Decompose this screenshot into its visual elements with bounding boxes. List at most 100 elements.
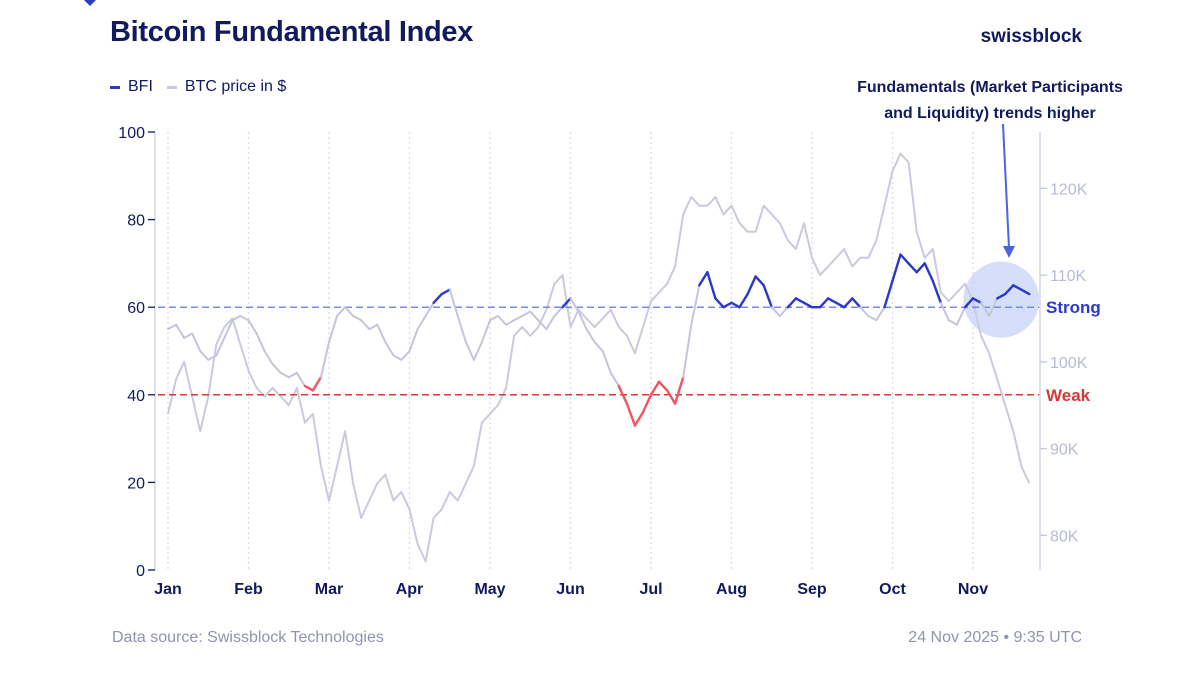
bfi-segment — [577, 310, 588, 331]
y-left-tick-label-60: 60 — [127, 300, 145, 317]
bfi-segment — [649, 380, 661, 396]
y-right-tick-label-2: 100K — [1050, 355, 1088, 372]
x-tick-label-oct: Oct — [879, 581, 906, 598]
bfi-segment — [955, 306, 966, 326]
chart-legend: BFI BTC price in $ — [110, 78, 286, 96]
btc-series-layer — [167, 152, 1031, 563]
bfi-segment — [996, 292, 1007, 300]
bfi-segment — [448, 288, 459, 317]
bfi-segment — [794, 297, 806, 304]
x-tick-label-jan: Jan — [154, 581, 182, 598]
bfi-segment — [971, 297, 983, 304]
bfi-series-layer — [167, 253, 1031, 427]
bfi-segment — [770, 306, 781, 317]
x-tick-label-mar: Mar — [315, 581, 343, 598]
bfi-segment — [456, 315, 467, 344]
bfi-segment — [175, 323, 186, 339]
corner-mark — [84, 0, 96, 6]
y-left-tick-label-0: 0 — [136, 563, 145, 580]
legend-item-btc[interactable]: BTC price in $ — [166, 78, 286, 96]
series-line-btc-price — [167, 152, 1031, 563]
bfi-segment — [400, 350, 411, 361]
bfi-segment — [867, 315, 878, 322]
bfi-segment — [223, 319, 234, 339]
reference-label-weak: Weak — [1046, 386, 1091, 405]
bfi-segment — [207, 354, 218, 361]
bfi-segment — [698, 271, 709, 287]
bfi-segment — [183, 332, 194, 339]
bfi-segment — [424, 301, 435, 317]
bfi-segment — [432, 292, 443, 304]
bfi-segment — [722, 301, 733, 309]
brand-logo-text: swissblock — [980, 26, 1082, 47]
bfi-segment — [593, 341, 604, 352]
bfi-segment — [247, 319, 258, 335]
y-left-tick-label-20: 20 — [127, 475, 145, 492]
x-tick-label-apr: Apr — [396, 581, 424, 598]
bfi-segment — [826, 297, 838, 304]
legend-swatch-bfi — [110, 85, 120, 89]
bfi-segment — [899, 253, 910, 265]
annotation-arrow-head — [1003, 246, 1015, 258]
bfi-segment — [690, 284, 701, 326]
bfi-segment — [963, 297, 975, 309]
bfi-segment — [657, 380, 669, 392]
legend-item-bfi[interactable]: BFI — [110, 78, 153, 96]
bfi-segment — [255, 332, 266, 352]
bfi-segment — [665, 389, 677, 405]
reference-lines-layer: Strong Weak — [158, 298, 1101, 405]
bfi-segment — [585, 328, 596, 344]
bfi-segment — [947, 319, 958, 326]
bfi-segment — [923, 262, 934, 283]
timestamp: 24 Nov 2025 • 9:35 UTC — [908, 629, 1082, 646]
bfi-segment — [231, 315, 242, 322]
bfi-segment — [480, 319, 491, 344]
bfi-segment — [545, 315, 556, 331]
x-tick-label-nov: Nov — [958, 581, 988, 598]
bfi-segment — [988, 297, 999, 317]
bfi-segment — [818, 297, 830, 309]
bfi-segment — [1004, 284, 1015, 296]
x-tick-label-jul: Jul — [639, 581, 662, 598]
bfi-segment — [730, 301, 741, 309]
chart-title: Bitcoin Fundamental Index — [110, 16, 474, 48]
reference-label-strong: Strong — [1046, 298, 1101, 317]
bfi-segment — [529, 310, 540, 322]
bfi-segment — [706, 271, 717, 300]
bfi-segment — [505, 319, 516, 326]
bfi-segment — [408, 328, 419, 352]
bfi-segment — [392, 354, 403, 361]
highlight-circle — [963, 261, 1040, 338]
annotation-text-line-1: Fundamentals (Market Participants — [857, 79, 1123, 96]
bfi-segment — [561, 297, 572, 309]
bfi-segment — [569, 297, 580, 313]
bfi-segment — [215, 336, 226, 357]
bfi-segment — [609, 371, 620, 387]
y-right-tick-label-3: 110K — [1050, 268, 1087, 285]
x-tick-label-may: May — [474, 581, 505, 598]
bfi-segment — [440, 288, 451, 296]
bfi-segment — [497, 315, 508, 326]
bfi-segment — [521, 310, 532, 317]
bfi-segment — [738, 292, 749, 309]
bfi-segment — [1020, 288, 1031, 296]
x-tick-label-feb: Feb — [234, 581, 263, 598]
bfi-segment — [368, 323, 379, 331]
bfi-segment — [464, 341, 475, 361]
bfi-segment — [328, 315, 339, 344]
bfi-segment — [625, 402, 637, 427]
y-left-tick-label-100: 100 — [118, 125, 145, 142]
bfi-segment — [641, 393, 653, 414]
bfi-segment — [416, 315, 427, 331]
bfi-segment — [513, 315, 524, 322]
bfi-segment — [352, 315, 363, 322]
bfi-segment — [746, 275, 757, 296]
bfi-segment — [1012, 284, 1023, 291]
bfi-segment — [802, 301, 814, 309]
bfi-segment — [682, 323, 693, 379]
annotation-text-line-2: and Liquidity) trends higher — [884, 105, 1096, 122]
y-left-tick-label-40: 40 — [127, 388, 145, 405]
bfi-segment — [263, 350, 274, 366]
y-right-tick-label-4: 120K — [1050, 181, 1088, 198]
bfi-segment — [489, 315, 499, 322]
